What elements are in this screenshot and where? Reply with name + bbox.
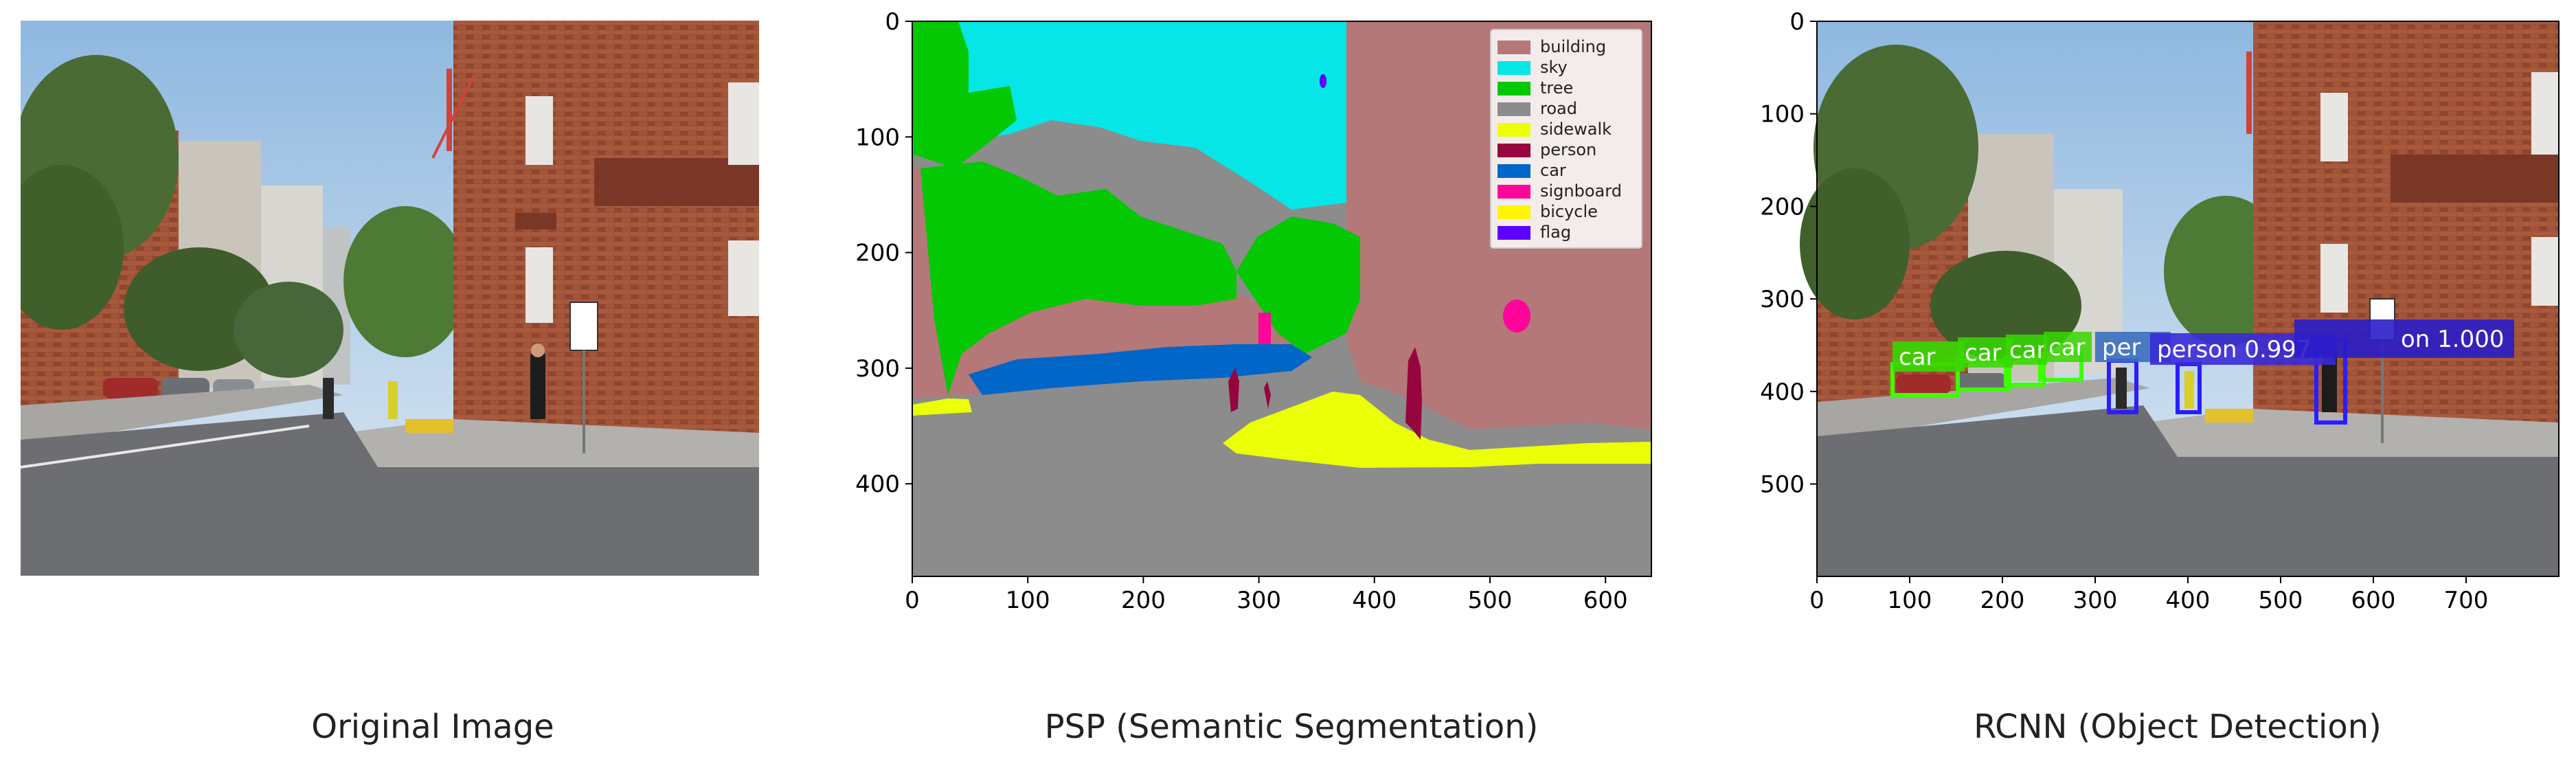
rcnn-panel: car car car car per person 0.997 on 1.00…: [1731, 8, 2576, 629]
original-street-photo: [0, 21, 759, 576]
car-label-bg-2: [1958, 337, 2013, 368]
legend-swatch-bicycle: [1498, 205, 1530, 219]
x-tick-label: 0: [1809, 587, 1824, 614]
detection-boxes: car car car car per person 0.997 on 1.00…: [1890, 319, 2514, 425]
rcnn-y-axis: 0 100 200 300 400 500: [1760, 8, 1817, 499]
legend-label-car: car: [1540, 161, 1566, 180]
x-tick-label: 500: [1468, 587, 1513, 614]
psp-y-axis: 0 100 200 300 400: [855, 8, 912, 498]
x-tick-label: 100: [1888, 587, 1932, 614]
car-label-1: car: [1899, 344, 1936, 371]
legend-label-sky: sky: [1540, 58, 1568, 77]
car-label-bg-1: [1893, 341, 1965, 372]
rcnn-detection-plot: car car car car per person 0.997 on 1.00…: [1760, 8, 2560, 614]
y-tick-label: 300: [1760, 286, 1805, 313]
x-tick-label: 400: [1352, 587, 1397, 614]
psp-panel: building sky tree road sidewalk person car sign…: [811, 8, 1662, 629]
y-tick-label: 200: [855, 240, 900, 267]
legend-label-tree: tree: [1540, 78, 1573, 98]
y-tick-label: 100: [855, 124, 900, 151]
person-label-2: person 0.997: [2157, 336, 2312, 363]
y-tick-label: 0: [1789, 10, 1805, 36]
car-label-bg-4: [2044, 332, 2092, 362]
person-label-3: on 1.000: [2401, 326, 2505, 353]
y-tick-label: 400: [855, 471, 900, 498]
legend-label-building: building: [1540, 37, 1606, 56]
legend-label-person: person: [1540, 140, 1596, 159]
y-tick-label: 200: [1760, 193, 1805, 221]
legend-swatch-tree: [1498, 82, 1530, 95]
caption-rcnn: RCNN (Object Detection): [1974, 708, 2382, 746]
legend-label-road: road: [1540, 99, 1577, 118]
rcnn-x-axis: 0 100 200 300 400 500 600 700: [1809, 576, 2488, 614]
y-tick-label: 400: [1760, 379, 1805, 406]
x-tick-label: 200: [1121, 587, 1166, 614]
x-tick-label: 0: [905, 587, 920, 614]
legend-label-bicycle: bicycle: [1540, 202, 1598, 221]
caption-psp: PSP (Semantic Segmentation): [1044, 708, 1539, 746]
legend-swatch-building: [1498, 41, 1530, 54]
person-label-bg-3: [2294, 319, 2514, 358]
original-image-panel: [0, 21, 759, 576]
x-tick-label: 200: [1980, 587, 2025, 614]
x-tick-label: 700: [2444, 587, 2489, 614]
legend-swatch-signboard: [1498, 185, 1530, 199]
y-tick-label: 300: [855, 355, 900, 383]
x-tick-label: 500: [2259, 587, 2303, 614]
detection-photo: [1800, 21, 2559, 576]
legend-label-sidewalk: sidewalk: [1540, 120, 1612, 139]
legend-swatch-flag: [1498, 226, 1530, 240]
car-label-4: car: [2048, 334, 2086, 361]
legend-swatch-road: [1498, 102, 1530, 116]
x-tick-label: 100: [1006, 587, 1050, 614]
car-label-3: car: [2009, 337, 2046, 364]
x-tick-label: 300: [1236, 587, 1281, 614]
psp-x-axis: 0 100 200 300 400 500 600: [905, 576, 1628, 614]
legend-swatch-person: [1498, 144, 1530, 157]
legend-swatch-sidewalk: [1498, 123, 1530, 137]
x-tick-label: 600: [2351, 587, 2396, 614]
caption-original-image: Original Image: [311, 708, 554, 746]
person-label-1: per: [2102, 334, 2141, 361]
legend-swatch-car: [1498, 164, 1530, 178]
x-tick-label: 400: [2166, 587, 2211, 614]
car-label-bg-3: [2006, 335, 2047, 365]
y-tick-label: 0: [885, 10, 900, 36]
x-tick-label: 600: [1583, 587, 1628, 614]
y-tick-label: 100: [1760, 101, 1805, 128]
legend-swatch-sky: [1498, 61, 1530, 75]
car-label-2: car: [1965, 339, 2002, 367]
legend-label-flag: flag: [1540, 223, 1571, 242]
x-tick-label: 300: [2073, 587, 2118, 614]
legend-label-signboard: signboard: [1540, 181, 1622, 201]
y-tick-label: 500: [1760, 471, 1805, 499]
